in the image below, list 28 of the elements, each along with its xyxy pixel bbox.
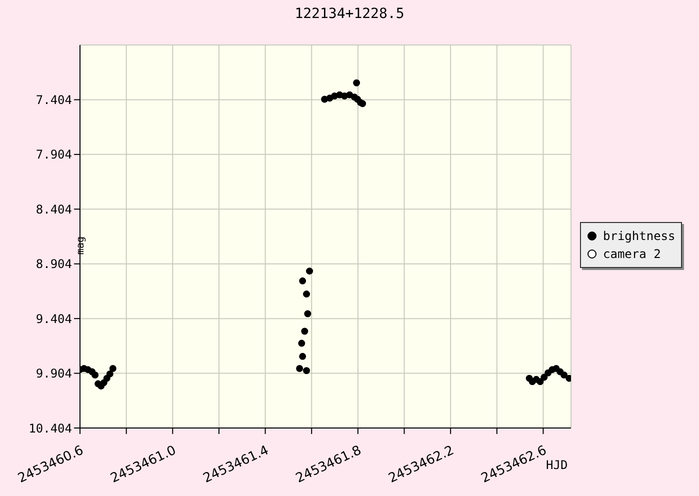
point: [92, 372, 99, 379]
point: [299, 277, 306, 284]
legend-label: camera 2: [603, 246, 661, 263]
point: [359, 100, 366, 108]
y-tick-label: 9.904: [36, 366, 72, 381]
point: [106, 370, 114, 378]
y-tick-label: 8.904: [36, 257, 72, 272]
y-tick-label: 7.904: [36, 148, 72, 162]
point: [303, 290, 310, 298]
point: [306, 268, 314, 275]
point: [296, 364, 304, 372]
point: [299, 352, 306, 360]
y-tick-label: 9.404: [36, 312, 72, 326]
x-axis-title: HJD: [546, 458, 568, 472]
point: [560, 372, 568, 379]
y-tick-label: 8.404: [36, 202, 72, 216]
y-tick-label: 10.404: [28, 421, 72, 436]
y-tick-label: 7.404: [36, 92, 72, 107]
chart-title: 122134+1228.5: [294, 6, 406, 22]
point: [303, 367, 310, 374]
point: [298, 340, 306, 347]
point: [536, 378, 544, 386]
point: [353, 79, 360, 86]
point: [304, 310, 312, 318]
point: [301, 328, 308, 335]
point: [540, 374, 548, 381]
point: [109, 364, 116, 372]
legend-label: brightness: [603, 228, 676, 245]
